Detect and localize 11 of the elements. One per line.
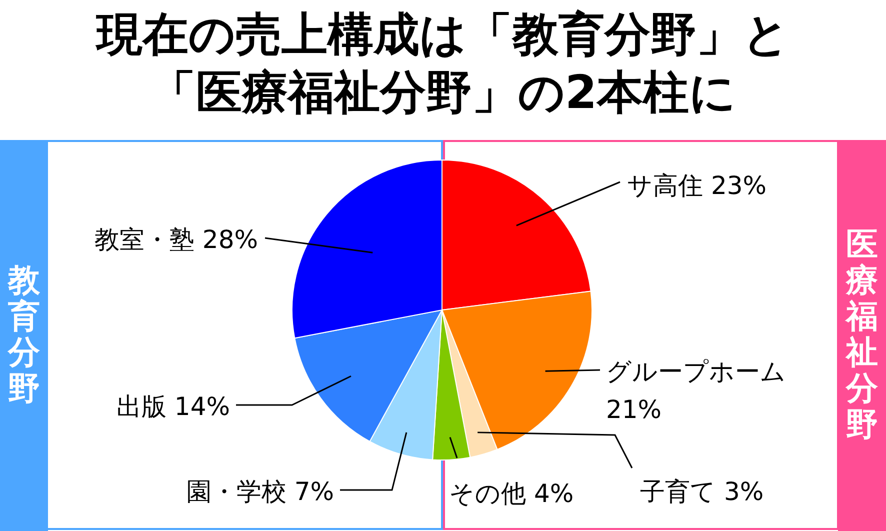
slice-label: サ高住 23% bbox=[627, 171, 767, 200]
slice-label: 教室・塾 28% bbox=[94, 225, 258, 254]
text: 医療福祉分野 bbox=[844, 225, 878, 443]
slice-label: グループホーム bbox=[606, 357, 786, 386]
slice-label: 出版 14% bbox=[116, 392, 230, 421]
chart-title: 現在の売上構成は「教育分野」と「医療福祉分野」の2本柱に bbox=[94, 7, 790, 119]
slice-label: 園・学校 7% bbox=[186, 477, 334, 506]
slice-label: 子育て 3% bbox=[640, 477, 764, 506]
slice-label: その他 4% bbox=[449, 479, 574, 508]
data-label: 21% bbox=[606, 395, 662, 424]
text: 教育分野 bbox=[7, 261, 41, 407]
